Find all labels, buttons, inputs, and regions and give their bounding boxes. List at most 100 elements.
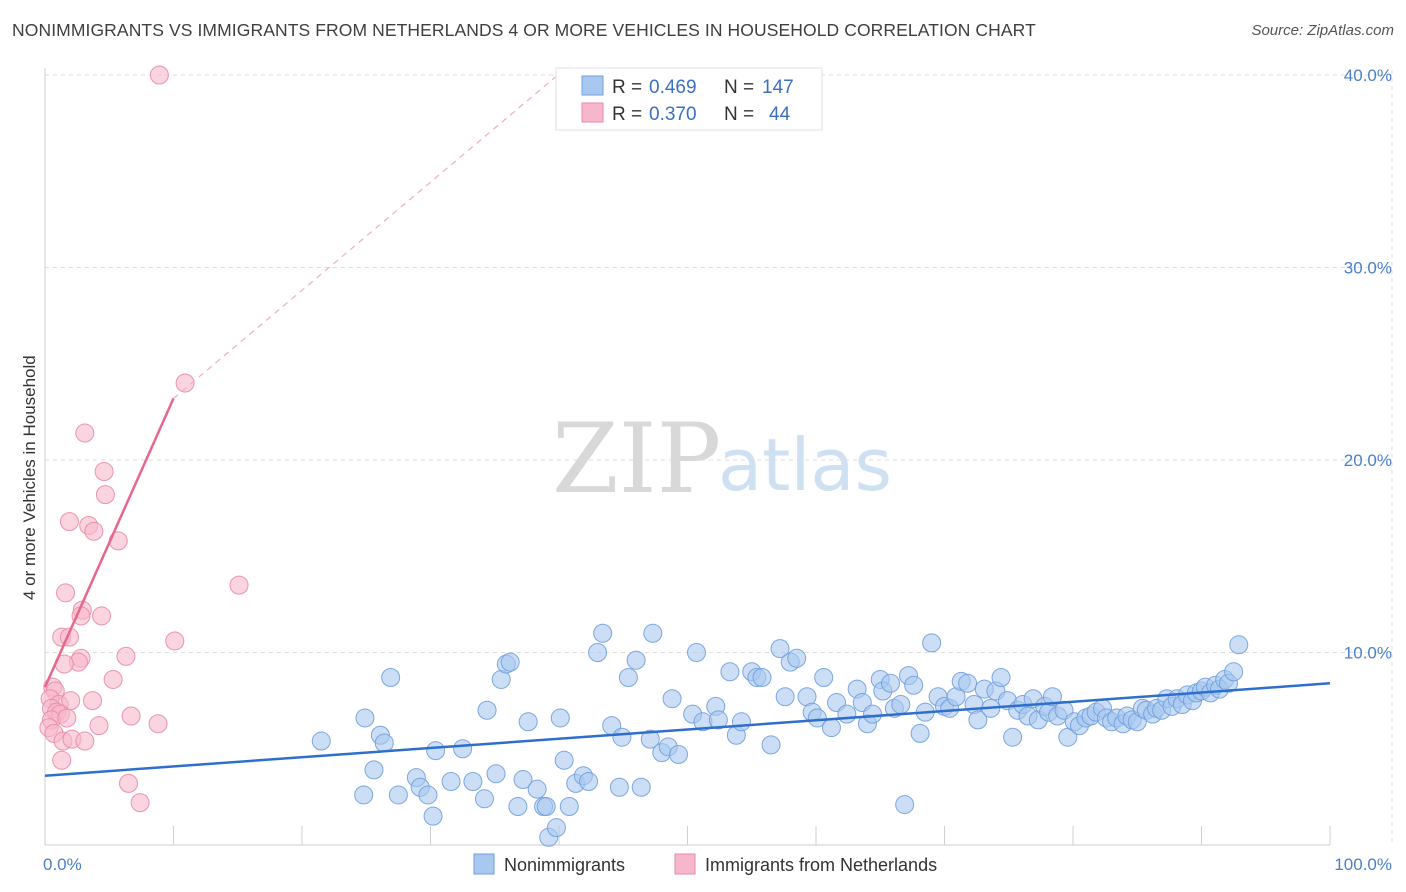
legend-swatch-immigrants: [581, 102, 604, 123]
nonimmigrants-point-26: [536, 797, 556, 816]
nonimmigrants-point-58: [752, 668, 772, 688]
nonimmigrants-point-74: [863, 704, 883, 724]
nonimmigrants-point-96: [991, 668, 1011, 688]
immigrants-point-33: [121, 706, 141, 726]
immigrants-point-9: [229, 575, 249, 595]
nonimmigrants-point-106: [1042, 687, 1062, 707]
watermark: ZIP atlas: [552, 403, 892, 515]
legend-n-value-0: 147: [762, 77, 794, 98]
nonimmigrants-point-39: [618, 668, 638, 688]
nonimmigrants-point-40: [626, 650, 646, 670]
nonimmigrants-point-13: [441, 771, 461, 791]
nonimmigrants-point-28: [546, 818, 566, 838]
immigrants-point-10: [56, 583, 76, 603]
nonimmigrants-point-90: [958, 673, 978, 693]
nonimmigrants-point-146: [550, 708, 570, 728]
nonimmigrants-point-81: [904, 675, 924, 695]
x-tick-label-0: 0.0%: [43, 855, 82, 874]
nonimmigrants-point-7: [388, 785, 408, 805]
immigrants-point-43: [130, 793, 150, 813]
nonimmigrants-point-43: [643, 623, 663, 643]
nonimmigrants-point-6: [381, 668, 401, 688]
nonimmigrants-point-77: [881, 673, 901, 693]
immigrants-trend-line: [43, 397, 175, 688]
immigrants-point-5: [59, 512, 79, 532]
series-legend: Nonimmigrants Immigrants from Netherland…: [473, 853, 937, 875]
nonimmigrants-point-0: [311, 731, 331, 751]
nonimmigrants-point-92: [968, 710, 988, 730]
immigrants-point-4: [95, 485, 115, 505]
y-tick-label-0: 10.0%: [1344, 644, 1392, 663]
immigrants-point-32: [57, 708, 77, 728]
correlation-legend: R = 0.469 N = 147 R = 0.370 N = 44: [555, 67, 823, 131]
watermark-zip: ZIP: [552, 403, 721, 515]
nonimmigrants-point-24: [527, 779, 547, 799]
nonimmigrants-trend-line: [44, 682, 1331, 777]
immigrants-point-21: [103, 669, 123, 689]
nonimmigrants-point-16: [474, 789, 494, 809]
nonimmigrants-point-37: [609, 777, 629, 797]
immigrants-point-7: [84, 521, 104, 541]
chart-title: NONIMMIGRANTS VS IMMIGRANTS FROM NETHERL…: [12, 20, 1036, 40]
nonimmigrants-point-1: [354, 785, 374, 805]
nonimmigrants-point-68: [821, 718, 841, 738]
watermark-atlas: atlas: [718, 423, 892, 507]
immigrants-point-2: [75, 423, 95, 443]
legend-r-value-0: 0.469: [649, 77, 697, 98]
y-tick-label-1: 20.0%: [1344, 451, 1392, 470]
nonimmigrants-point-14: [453, 739, 473, 759]
immigrants-point-34: [148, 714, 168, 734]
x-tick-label-1: 100.0%: [1334, 855, 1392, 874]
x-tick-labels: 0.0% 100.0%: [43, 855, 1392, 874]
series-immigrants-points: [39, 65, 249, 813]
legend-swatch-nonimmigrants: [581, 75, 604, 96]
nonimmigrants-point-15: [463, 771, 483, 791]
nonimmigrants-point-3: [364, 760, 384, 780]
nonimmigrants-point-70: [837, 704, 857, 724]
legend-r-label-0: R =: [612, 77, 642, 98]
bottom-legend-label-immigrants: Immigrants from Netherlands: [705, 855, 937, 875]
nonimmigrants-point-66: [807, 708, 827, 728]
bottom-legend-swatch-immigrants: [674, 853, 696, 875]
nonimmigrants-point-21: [508, 797, 528, 816]
nonimmigrants-point-18: [486, 764, 506, 784]
y-tick-label-3: 40.0%: [1344, 66, 1392, 85]
nonimmigrants-point-33: [579, 771, 599, 791]
immigrants-trend-extension: [173, 64, 570, 399]
nonimmigrants-point-22: [513, 770, 533, 790]
nonimmigrants-point-35: [593, 623, 613, 643]
nonimmigrants-point-82: [910, 723, 930, 743]
bottom-legend-label-nonimmigrants: Nonimmigrants: [504, 855, 625, 875]
legend-n-label-0: N =: [724, 77, 754, 98]
nonimmigrants-point-145: [500, 652, 520, 672]
nonimmigrants-point-61: [775, 687, 795, 707]
legend-r-label-1: R =: [612, 104, 642, 125]
y-tick-label-2: 30.0%: [1344, 259, 1392, 278]
nonimmigrants-point-63: [787, 648, 807, 668]
immigrants-point-16: [165, 631, 185, 651]
nonimmigrants-point-47: [669, 745, 689, 765]
nonimmigrants-point-49: [686, 643, 706, 662]
nonimmigrants-point-84: [922, 633, 942, 653]
immigrants-point-20: [116, 646, 136, 666]
y-tick-labels: 10.0% 20.0% 30.0% 40.0%: [1344, 66, 1392, 663]
nonimmigrants-point-34: [588, 643, 608, 662]
nonimmigrants-point-10: [418, 785, 438, 805]
bottom-legend-swatch-nonimmigrants: [473, 853, 495, 875]
immigrants-point-40: [75, 731, 95, 751]
y-axis-label: 4 or more Vehicles in Household: [20, 355, 39, 600]
nonimmigrants-point-42: [640, 729, 660, 749]
nonimmigrants-point-142: [1224, 662, 1244, 682]
nonimmigrants-point-12: [426, 741, 446, 761]
nonimmigrants-point-55: [731, 712, 751, 732]
immigrants-point-1: [175, 373, 195, 393]
source-credit: Source: ZipAtlas.com: [1251, 22, 1394, 39]
gridlines: [45, 70, 1393, 845]
immigrants-point-35: [89, 716, 109, 736]
legend-r-value-1: 0.370: [649, 104, 697, 125]
nonimmigrants-point-59: [761, 735, 781, 755]
nonimmigrants-point-52: [708, 710, 728, 730]
nonimmigrants-point-38: [612, 727, 632, 747]
nonimmigrants-point-5: [374, 733, 394, 753]
